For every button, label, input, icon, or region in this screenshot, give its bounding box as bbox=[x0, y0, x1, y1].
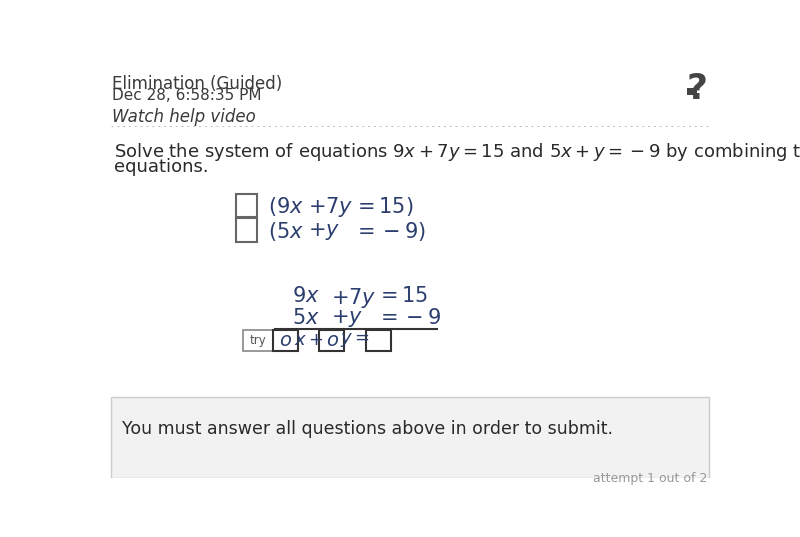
Text: $=15)$: $=15)$ bbox=[354, 195, 414, 219]
Text: try: try bbox=[250, 333, 266, 346]
Text: $+7y$: $+7y$ bbox=[309, 195, 354, 219]
Text: Dec 28, 6:58:35 PM: Dec 28, 6:58:35 PM bbox=[112, 88, 262, 103]
Text: $+y$: $+y$ bbox=[331, 308, 363, 329]
Text: $= -9$: $= -9$ bbox=[376, 308, 441, 328]
Text: $(9x$: $(9x$ bbox=[268, 195, 304, 219]
Text: o: o bbox=[326, 331, 338, 350]
Text: Solve the system of equations $9x + 7y = 15$ and $5x + y = -9$ by combining the: Solve the system of equations $9x + 7y =… bbox=[114, 141, 800, 163]
Text: equations.: equations. bbox=[114, 158, 209, 176]
Text: Watch help video: Watch help video bbox=[112, 107, 256, 126]
Text: $5x$: $5x$ bbox=[292, 308, 320, 328]
FancyBboxPatch shape bbox=[686, 88, 697, 95]
Bar bbox=[273, 330, 298, 351]
Text: $(5x$: $(5x$ bbox=[268, 220, 304, 243]
Bar bbox=[111, 397, 709, 478]
Bar bbox=[366, 330, 390, 351]
Text: o: o bbox=[279, 331, 291, 350]
Text: $=-9)$: $=-9)$ bbox=[354, 220, 426, 243]
Bar bbox=[236, 219, 258, 242]
Text: $= 15$: $= 15$ bbox=[376, 286, 428, 306]
Bar bbox=[236, 194, 258, 217]
Text: Elimination (Guided): Elimination (Guided) bbox=[112, 75, 282, 93]
Text: ?: ? bbox=[686, 72, 708, 106]
Text: $y=$: $y=$ bbox=[340, 331, 370, 349]
Text: $x+$: $x+$ bbox=[294, 331, 323, 349]
Text: $+7y$: $+7y$ bbox=[331, 286, 376, 310]
Bar bbox=[319, 330, 344, 351]
Text: $+y$: $+y$ bbox=[309, 221, 341, 242]
Text: You must answer all questions above in order to submit.: You must answer all questions above in o… bbox=[122, 420, 613, 438]
Bar bbox=[243, 330, 273, 351]
Text: $9x$: $9x$ bbox=[292, 286, 320, 306]
Text: attempt 1 out of 2: attempt 1 out of 2 bbox=[594, 472, 708, 485]
